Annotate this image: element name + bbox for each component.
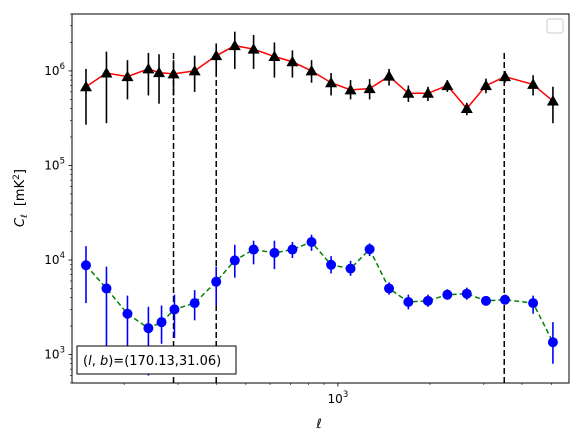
- y-tick-label: 104: [44, 251, 65, 267]
- data-point: [188, 64, 201, 76]
- data-point: [442, 289, 453, 300]
- annotation-b: b: [100, 354, 108, 369]
- data-point: [228, 39, 241, 51]
- data-point: [364, 244, 375, 255]
- plot-frame: [71, 13, 570, 384]
- data-point: [100, 67, 113, 78]
- data-point: [167, 67, 180, 79]
- series-circle: [80, 234, 558, 376]
- data-point: [547, 337, 558, 348]
- y-axis-label: Cℓ [mK2]: [12, 169, 30, 227]
- data-point: [479, 79, 492, 91]
- x-tick-label: 103: [328, 390, 349, 406]
- y-tick-label: 106: [44, 62, 65, 78]
- x-axis-label: ℓ: [315, 417, 321, 432]
- data-point: [384, 283, 395, 294]
- data-point: [121, 70, 134, 82]
- data-point: [528, 298, 539, 309]
- data-point: [80, 260, 91, 271]
- data-point: [546, 95, 559, 106]
- data-point: [156, 317, 167, 328]
- series-layer: [79, 31, 559, 376]
- data-point: [143, 323, 154, 334]
- data-point: [101, 283, 112, 294]
- annotation-text: (l, b)=(170.13,31.06): [83, 354, 221, 369]
- data-point: [189, 298, 200, 309]
- data-point: [306, 237, 317, 248]
- data-point: [344, 83, 357, 95]
- data-point: [441, 79, 454, 91]
- y-axis-label-symbol: C: [13, 217, 28, 227]
- data-point: [402, 87, 415, 98]
- data-point: [269, 247, 280, 258]
- data-point: [305, 64, 318, 76]
- data-point: [247, 43, 260, 54]
- reference-lines: [172, 51, 505, 383]
- data-point: [268, 50, 281, 62]
- data-point: [210, 49, 223, 61]
- data-point: [326, 259, 337, 270]
- data-point: [421, 87, 434, 98]
- annotation-mid: ,: [92, 354, 100, 369]
- data-point: [498, 70, 511, 82]
- annotation-pre: (: [83, 354, 88, 369]
- legend-box: [546, 18, 564, 34]
- data-point: [480, 295, 491, 306]
- data-point: [211, 276, 222, 287]
- y-tick-label: 105: [44, 156, 65, 172]
- data-point: [286, 55, 299, 67]
- y-axis-label-sub: ℓ: [20, 214, 30, 219]
- data-point: [499, 294, 510, 305]
- data-point: [460, 102, 473, 114]
- annotation: (l, b)=(170.13,31.06): [76, 345, 237, 375]
- data-point: [461, 288, 472, 299]
- data-point: [527, 78, 540, 89]
- ticks-layer: 103 103 104 105 106: [44, 13, 552, 406]
- annotation-l: l: [88, 354, 92, 369]
- data-point: [363, 82, 376, 94]
- data-point: [169, 304, 180, 315]
- data-point: [248, 244, 259, 255]
- y-axis-label-unit: [mK: [13, 179, 28, 206]
- data-point: [325, 76, 338, 88]
- annotation-post: )=(170.13,31.06): [108, 354, 221, 369]
- data-point: [229, 255, 240, 266]
- data-point: [287, 244, 298, 255]
- annotation-box: [76, 345, 237, 375]
- data-point: [153, 66, 166, 78]
- data-point: [122, 308, 133, 319]
- y-axis-label-unit-sup: 2: [12, 174, 22, 180]
- data-point: [383, 70, 396, 81]
- data-point: [422, 295, 433, 306]
- y-tick-label: 103: [44, 346, 65, 362]
- series-triangle: [79, 31, 559, 125]
- data-point: [345, 263, 356, 274]
- data-point: [79, 80, 92, 92]
- data-point: [142, 62, 155, 74]
- data-point: [403, 296, 414, 307]
- y-axis-label-unit-end: ]: [13, 169, 28, 174]
